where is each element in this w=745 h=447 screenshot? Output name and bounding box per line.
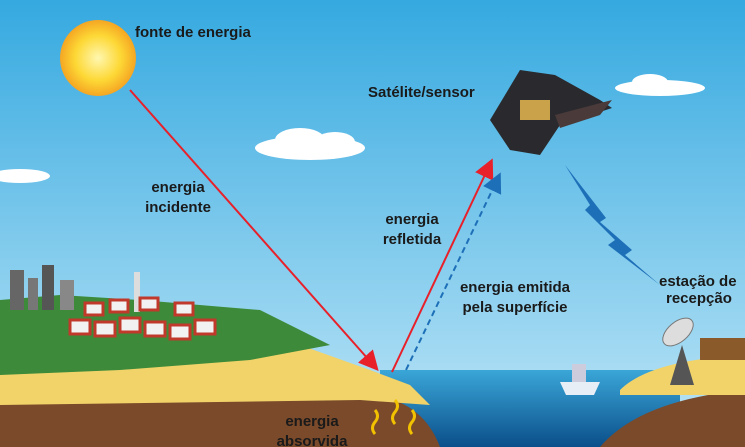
diagram: fonte de energia Satélite/sensor energia…	[0, 0, 745, 447]
emitted-label: pela superfície	[462, 299, 567, 316]
absorbed-label: energia	[285, 413, 339, 430]
satellite-label: Satélite/sensor	[368, 84, 475, 101]
incident-label: incidente	[145, 199, 211, 216]
station-label: recepção	[666, 290, 732, 307]
station-label: estação de	[659, 273, 737, 290]
reflected-label: refletida	[383, 231, 442, 248]
absorbed-label: absorvida	[277, 433, 349, 447]
incident-label: energia	[151, 179, 205, 196]
building	[700, 338, 745, 360]
source-label: fonte de energia	[135, 24, 252, 41]
reflected-label: energia	[385, 211, 439, 228]
emitted-label: energia emitida	[460, 279, 571, 296]
sun	[60, 20, 136, 96]
